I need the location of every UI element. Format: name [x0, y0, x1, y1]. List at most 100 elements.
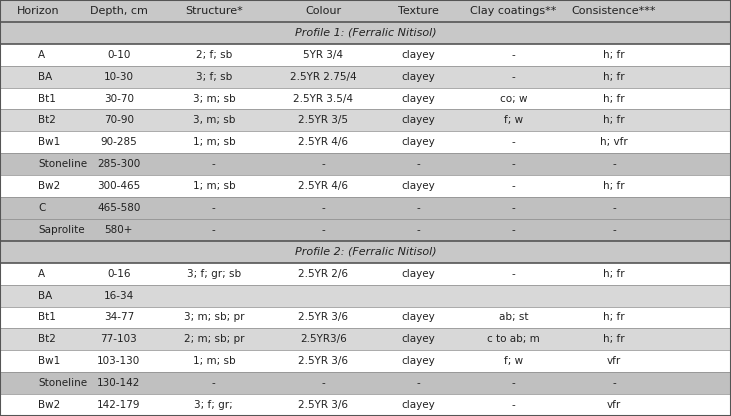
- Bar: [0, 22, 731, 44]
- Bar: [0, 66, 731, 88]
- Text: h; fr: h; fr: [603, 94, 625, 104]
- Text: -: -: [212, 378, 216, 388]
- Text: 2; m; sb; pr: 2; m; sb; pr: [183, 334, 244, 344]
- Text: Bt2: Bt2: [38, 334, 56, 344]
- Text: 2.5YR 4/6: 2.5YR 4/6: [298, 137, 349, 147]
- Text: -: -: [417, 203, 420, 213]
- Text: c to ab; m: c to ab; m: [487, 334, 540, 344]
- Text: 142-179: 142-179: [97, 400, 140, 410]
- Text: clayey: clayey: [401, 72, 436, 82]
- Text: f; w: f; w: [504, 115, 523, 125]
- Text: 16-34: 16-34: [104, 291, 134, 301]
- Text: Bw2: Bw2: [38, 181, 61, 191]
- Text: clayey: clayey: [401, 269, 436, 279]
- Text: 1; m; sb: 1; m; sb: [192, 356, 235, 366]
- Text: 2.5YR 3.5/4: 2.5YR 3.5/4: [293, 94, 354, 104]
- Text: Texture: Texture: [398, 6, 439, 16]
- Text: -: -: [322, 225, 325, 235]
- Text: -: -: [512, 225, 515, 235]
- Text: 3; f; gr;: 3; f; gr;: [194, 400, 233, 410]
- Text: -: -: [212, 225, 216, 235]
- Text: 2.5YR3/6: 2.5YR3/6: [300, 334, 346, 344]
- Text: clayey: clayey: [401, 115, 436, 125]
- Text: 300-465: 300-465: [97, 181, 140, 191]
- Bar: [0, 241, 731, 263]
- Text: 10-30: 10-30: [104, 72, 134, 82]
- Text: -: -: [512, 203, 515, 213]
- Text: 1; m; sb: 1; m; sb: [192, 137, 235, 147]
- Text: clayey: clayey: [401, 181, 436, 191]
- Text: 0-16: 0-16: [107, 269, 131, 279]
- Text: 30-70: 30-70: [104, 94, 134, 104]
- Text: 3; m; sb: 3; m; sb: [192, 94, 235, 104]
- Text: Saprolite: Saprolite: [38, 225, 85, 235]
- Bar: [0, 153, 731, 175]
- Text: -: -: [512, 50, 515, 60]
- Bar: [0, 328, 731, 350]
- Text: Bt1: Bt1: [38, 94, 56, 104]
- Text: Bw1: Bw1: [38, 137, 61, 147]
- Text: clayey: clayey: [401, 400, 436, 410]
- Text: Profile 1: (Ferralic Nitisol): Profile 1: (Ferralic Nitisol): [295, 28, 436, 38]
- Text: 2.5YR 3/6: 2.5YR 3/6: [298, 312, 349, 322]
- Text: BA: BA: [38, 291, 53, 301]
- Text: 2.5YR 3/5: 2.5YR 3/5: [298, 115, 349, 125]
- Text: Stoneline: Stoneline: [38, 159, 88, 169]
- Text: h; fr: h; fr: [603, 269, 625, 279]
- Text: Colour: Colour: [306, 6, 341, 16]
- Text: Bt1: Bt1: [38, 312, 56, 322]
- Text: -: -: [512, 137, 515, 147]
- Text: 2.5YR 3/6: 2.5YR 3/6: [298, 356, 349, 366]
- Text: -: -: [512, 181, 515, 191]
- Text: -: -: [322, 203, 325, 213]
- Text: Bt2: Bt2: [38, 115, 56, 125]
- Text: 77-103: 77-103: [100, 334, 137, 344]
- Text: A: A: [38, 269, 45, 279]
- Text: clayey: clayey: [401, 94, 436, 104]
- Bar: [0, 175, 731, 197]
- Text: Profile 2: (Ferralic Nitisol): Profile 2: (Ferralic Nitisol): [295, 247, 436, 257]
- Bar: [0, 372, 731, 394]
- Text: -: -: [212, 159, 216, 169]
- Text: 465-580: 465-580: [97, 203, 140, 213]
- Text: -: -: [612, 225, 616, 235]
- Text: clayey: clayey: [401, 356, 436, 366]
- Text: 130-142: 130-142: [97, 378, 140, 388]
- Text: h; fr: h; fr: [603, 334, 625, 344]
- Text: 2.5YR 2.75/4: 2.5YR 2.75/4: [290, 72, 357, 82]
- Text: A: A: [38, 50, 45, 60]
- Text: clayey: clayey: [401, 334, 436, 344]
- Text: 5YR 3/4: 5YR 3/4: [303, 50, 344, 60]
- Text: 2.5YR 2/6: 2.5YR 2/6: [298, 269, 349, 279]
- Text: -: -: [512, 159, 515, 169]
- Bar: [0, 285, 731, 307]
- Text: 2.5YR 3/6: 2.5YR 3/6: [298, 400, 349, 410]
- Text: Consistence***: Consistence***: [572, 6, 656, 16]
- Text: 3; f; sb: 3; f; sb: [196, 72, 232, 82]
- Text: 3, m; sb: 3, m; sb: [193, 115, 235, 125]
- Text: clayey: clayey: [401, 137, 436, 147]
- Bar: [0, 0, 731, 22]
- Text: 103-130: 103-130: [97, 356, 140, 366]
- Text: -: -: [417, 159, 420, 169]
- Text: -: -: [512, 72, 515, 82]
- Text: 90-285: 90-285: [100, 137, 137, 147]
- Bar: [0, 263, 731, 285]
- Text: Clay coatings**: Clay coatings**: [470, 6, 557, 16]
- Text: -: -: [212, 203, 216, 213]
- Bar: [0, 219, 731, 241]
- Text: -: -: [612, 203, 616, 213]
- Text: -: -: [612, 378, 616, 388]
- Text: Stoneline: Stoneline: [38, 378, 88, 388]
- Text: clayey: clayey: [401, 312, 436, 322]
- Text: -: -: [322, 378, 325, 388]
- Text: -: -: [322, 159, 325, 169]
- Text: h; vfr: h; vfr: [600, 137, 628, 147]
- Text: h; fr: h; fr: [603, 50, 625, 60]
- Text: ab; st: ab; st: [499, 312, 529, 322]
- Bar: [0, 44, 731, 66]
- Text: 0-10: 0-10: [107, 50, 130, 60]
- Text: h; fr: h; fr: [603, 312, 625, 322]
- Text: Structure*: Structure*: [185, 6, 243, 16]
- Text: h; fr: h; fr: [603, 72, 625, 82]
